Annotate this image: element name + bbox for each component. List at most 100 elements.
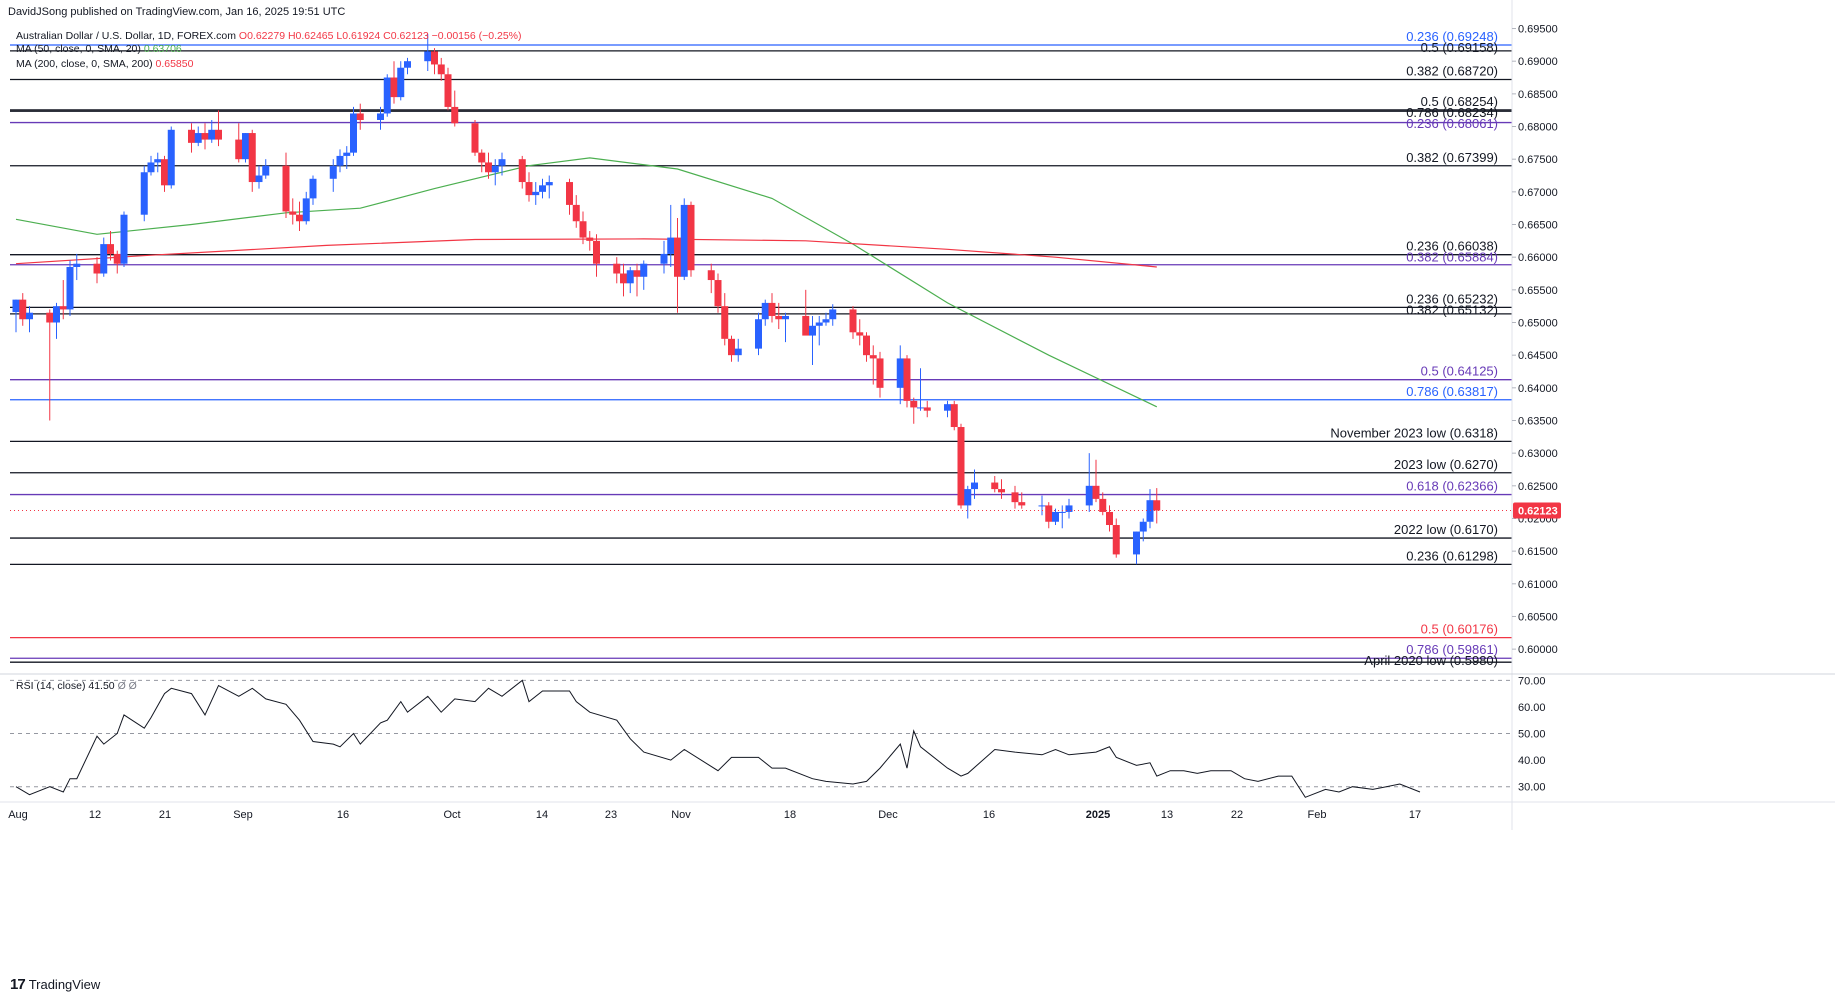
candle-body — [896, 358, 904, 388]
candle — [1065, 498, 1073, 519]
ma200-legend: MA (200, close, 0, SMA, 200) 0.65850 — [16, 58, 194, 70]
candle — [1058, 505, 1066, 529]
candle — [356, 103, 364, 130]
level-label: April 2020 low (0.5980) — [1364, 653, 1498, 668]
candle-body — [626, 270, 634, 284]
time-tick-label: 18 — [784, 809, 796, 821]
candle — [991, 476, 999, 493]
level-label: 0.786 (0.59861) — [1406, 642, 1498, 657]
level-label: 0.382 (0.67399) — [1406, 150, 1498, 165]
candle — [431, 48, 438, 75]
candle-body — [660, 253, 668, 264]
price-tick-label: 0.64000 — [1518, 383, 1558, 395]
candle — [944, 400, 951, 418]
candle — [377, 106, 384, 130]
candle-body — [572, 204, 580, 222]
candle-body — [755, 319, 762, 349]
candle-body — [66, 266, 74, 310]
candle-body — [809, 325, 816, 336]
candle — [235, 123, 243, 163]
candle — [1018, 492, 1026, 509]
candle-body — [620, 273, 627, 284]
candle-body — [707, 270, 715, 281]
candle — [896, 345, 904, 405]
candle-body — [734, 348, 742, 356]
candle-body — [923, 407, 931, 411]
level-label: 0.236 (0.68061) — [1406, 116, 1498, 131]
axes-layer: 0.69500 0.69000 0.68500 0.68000 0.67500 0.670… — [0, 0, 1835, 830]
candle-body — [262, 165, 270, 176]
candle — [856, 319, 864, 346]
candle-body — [1099, 498, 1107, 512]
tradingview-brand[interactable]: 17 TradingView — [10, 976, 100, 993]
fib-levels-layer: 0.236 (0.69248)0.5 (0.69158) 0.382 (0.687… — [10, 29, 1512, 668]
price-tick-label: 0.68500 — [1518, 89, 1558, 101]
candle — [620, 263, 627, 297]
candle-body — [761, 302, 769, 320]
candle-body — [444, 74, 452, 107]
ma50-legend-label: MA (50, close, 0, SMA, 20) — [16, 43, 144, 55]
candle — [1112, 518, 1120, 558]
candle-body — [593, 240, 600, 264]
candle — [1099, 492, 1107, 516]
candle-body — [498, 159, 506, 166]
candle-body — [161, 159, 168, 186]
candle — [734, 338, 742, 362]
time-tick-label: Nov — [671, 809, 691, 821]
time-tick-label: Aug — [8, 809, 28, 821]
candle — [329, 159, 337, 192]
candle — [566, 178, 573, 215]
candle-body — [296, 214, 303, 222]
price-tick-label: 0.67000 — [1518, 187, 1558, 199]
candle — [626, 266, 634, 294]
candle — [782, 312, 789, 343]
candle — [809, 315, 816, 365]
candle-body — [113, 253, 121, 264]
candle-body — [93, 263, 101, 274]
tradingview-logo-icon: 17 — [10, 976, 26, 993]
text-layer: DavidJSong published on TradingView.com,… — [8, 6, 522, 692]
price-tick-label: 0.62500 — [1518, 481, 1558, 493]
candle-body — [343, 152, 351, 156]
candle — [707, 263, 715, 294]
candle-body — [910, 400, 918, 408]
candle-body — [1106, 511, 1113, 526]
candle-body — [1058, 511, 1066, 513]
candle-body — [478, 152, 486, 163]
candle — [336, 149, 344, 173]
candle — [518, 155, 526, 189]
candle-body — [242, 133, 249, 160]
candle — [815, 315, 823, 346]
candle — [680, 198, 688, 281]
price-tick-label: 0.68000 — [1518, 122, 1558, 134]
candle — [59, 280, 67, 320]
candle-body — [998, 489, 1005, 493]
candle — [491, 159, 499, 186]
candle-body — [917, 407, 924, 409]
candle — [869, 345, 877, 385]
level-label: 0.5 (0.64125) — [1421, 364, 1498, 379]
candle-body — [687, 204, 695, 271]
level-label: 0.5 (0.69158) — [1421, 40, 1498, 55]
candle — [903, 355, 911, 408]
candle-body — [640, 263, 648, 277]
candle — [714, 273, 722, 313]
price-tick-label: 0.60500 — [1518, 611, 1558, 623]
candle-body — [856, 332, 864, 336]
ohlc-change: −0.00156 (−0.25%) — [432, 30, 522, 42]
candle-body — [586, 237, 594, 241]
candle — [950, 400, 958, 431]
candle-body — [147, 162, 155, 173]
candle-body — [46, 312, 54, 323]
candle — [667, 204, 675, 267]
ma200-legend-label: MA (200, close, 0, SMA, 200) — [16, 58, 155, 70]
price-tick-label: 0.65000 — [1518, 318, 1558, 330]
candle-body — [208, 129, 216, 140]
candle-body — [1092, 485, 1100, 499]
candle — [248, 129, 256, 192]
candle — [640, 260, 648, 290]
time-tick-label: 14 — [536, 809, 548, 821]
candle-body — [1085, 485, 1093, 506]
candle-body — [491, 165, 499, 173]
